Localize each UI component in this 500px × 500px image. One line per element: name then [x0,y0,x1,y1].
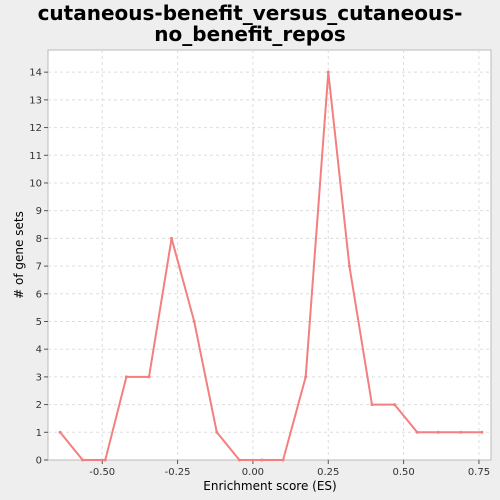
data-point [415,430,419,434]
data-point [103,458,107,462]
data-point [393,403,397,407]
data-point [281,458,285,462]
y-tick-label: 6 [36,289,42,300]
y-tick-label: 0 [36,456,42,467]
x-tick-label: 0.50 [392,467,414,478]
data-point [170,236,174,240]
series-line [59,71,482,461]
data-point [436,430,440,434]
y-tick-label: 9 [36,206,42,217]
data-point [347,264,351,268]
chart-title-line-2: no_benefit_repos [154,22,345,46]
data-point [326,70,330,74]
series-layer [58,70,484,462]
data-point [215,430,219,434]
y-tick-label: 14 [29,68,42,79]
data-point [81,458,85,462]
y-tick-label: 3 [36,372,42,383]
data-point [370,403,374,407]
y-tick-label: 10 [29,178,42,189]
data-point [237,458,241,462]
data-point [147,375,151,379]
y-tick-label: 11 [29,151,42,162]
data-point [260,458,264,462]
y-tick-label: 12 [29,123,42,134]
grid [48,50,491,460]
plot-area [47,49,492,461]
x-tick-label: 0.00 [242,467,264,478]
y-tick-label: 4 [36,345,42,356]
data-point [480,430,484,434]
x-tick-label: -0.25 [165,467,191,478]
x-tick-label: -0.50 [89,467,115,478]
y-tick-label: 2 [36,400,42,411]
y-tick-label: 8 [36,234,42,245]
data-point [192,319,196,323]
data-point [124,375,128,379]
chart-title-line-1: cutaneous-benefit_versus_cutaneous- [38,1,463,25]
y-tick-label: 5 [36,317,42,328]
data-point [459,430,463,434]
data-point [304,375,308,379]
x-tick-label: 0.25 [317,467,339,478]
data-point [58,430,62,434]
y-tick-label: 13 [29,95,42,106]
y-tick-label: 1 [36,428,42,439]
x-tick-label: 0.75 [468,467,490,478]
x-axis-label: Enrichment score (ES) [203,479,336,493]
y-tick-label: 7 [36,262,42,273]
y-axis-label: # of gene sets [12,211,26,299]
